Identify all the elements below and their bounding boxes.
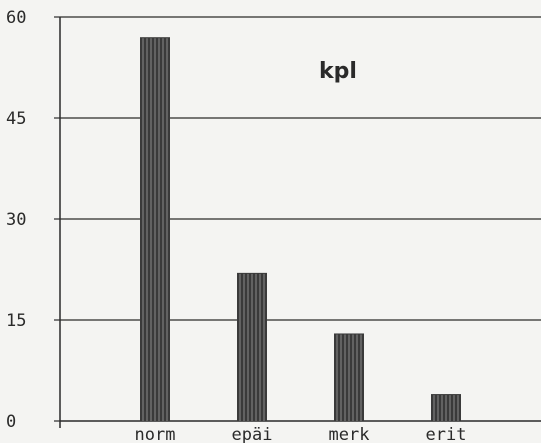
y-tick-label: 30 — [6, 210, 26, 230]
chart-title: kpl — [319, 59, 357, 84]
bars — [140, 37, 461, 421]
x-tick-label-norm: norm — [135, 425, 176, 443]
x-tick-labels: norm epäi merk erit — [135, 425, 467, 443]
y-tick-label: 0 — [6, 412, 16, 432]
bar-epäi — [237, 272, 267, 421]
x-tick-label-merk: merk — [329, 425, 370, 443]
gridlines — [54, 16, 541, 422]
x-tick-label-erit: erit — [426, 425, 467, 443]
bar-erit — [431, 394, 461, 421]
bar-norm — [140, 37, 170, 421]
axes — [59, 17, 541, 428]
y-tick-label: 60 — [6, 8, 26, 28]
y-tick-label: 45 — [6, 109, 26, 129]
y-tick-label: 15 — [6, 311, 26, 331]
bar-merk — [334, 333, 364, 421]
x-tick-label-epäi: epäi — [232, 425, 273, 443]
y-tick-labels: 0 15 30 45 60 — [6, 8, 26, 432]
